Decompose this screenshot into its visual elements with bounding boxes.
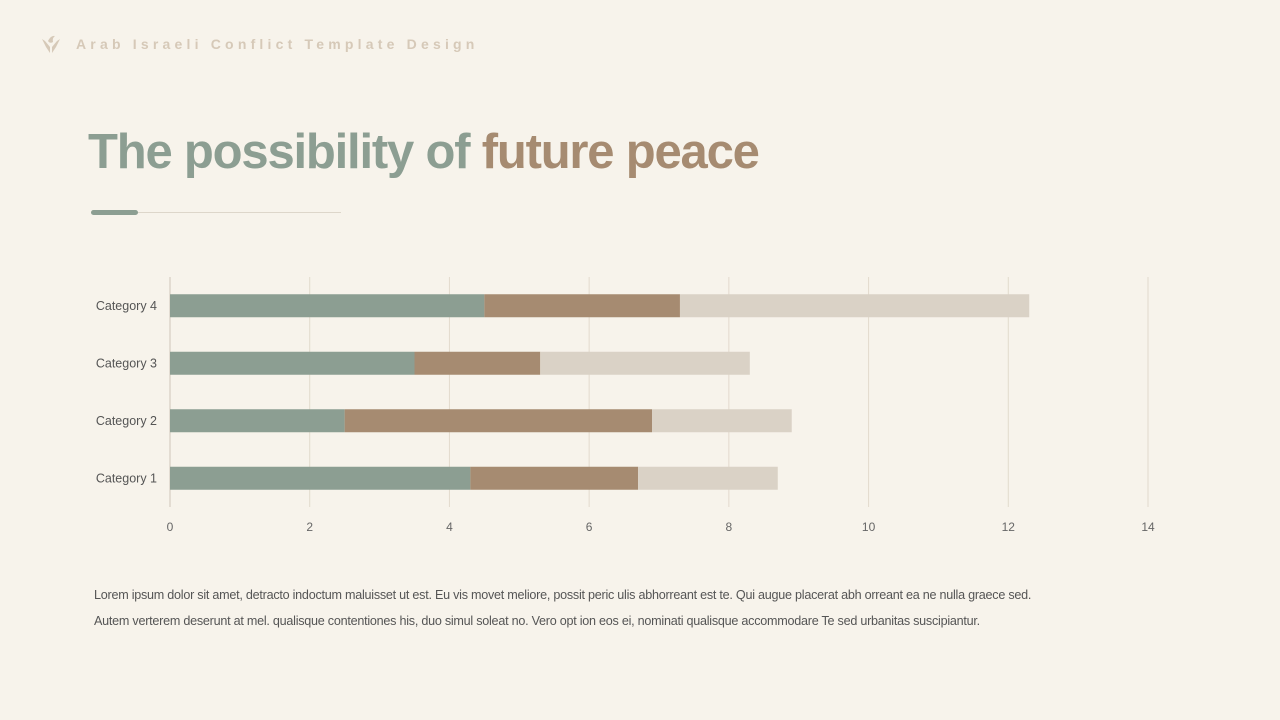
body-text-line-1: Lorem ipsum dolor sit amet, detracto ind…: [94, 588, 1032, 602]
title-divider: [91, 212, 341, 213]
bar-series-3-category-3: [540, 351, 750, 375]
title-part-2: future peace: [481, 125, 760, 179]
brand-title: Arab Israeli Conflict Template Design: [76, 36, 479, 52]
bar-series-2-category-3: [414, 351, 541, 375]
x-tick-label: 14: [1141, 520, 1155, 534]
x-tick-label: 12: [1002, 520, 1016, 534]
category-label: Category 4: [96, 299, 157, 313]
hands-dove-icon: [42, 35, 60, 53]
category-label: Category 3: [96, 356, 157, 370]
bar-series-2-category-4: [484, 294, 680, 318]
bar-series-1-category-3: [170, 351, 415, 375]
bar-series-1-category-1: [170, 466, 471, 490]
x-tick-label: 10: [862, 520, 876, 534]
bar-series-3-category-1: [638, 466, 778, 490]
title-divider-accent: [91, 210, 138, 215]
x-tick-label: 0: [167, 520, 174, 534]
category-label: Category 2: [96, 414, 157, 428]
brand-header: Arab Israeli Conflict Template Design: [40, 33, 479, 55]
x-tick-label: 4: [446, 520, 453, 534]
x-tick-label: 6: [586, 520, 593, 534]
title-part-1: The possibility of: [88, 125, 471, 179]
page-title: The possibility of future peace: [88, 124, 760, 180]
x-tick-label: 8: [726, 520, 733, 534]
category-label: Category 1: [96, 471, 157, 485]
bar-series-2-category-1: [470, 466, 639, 490]
bar-series-1-category-4: [170, 294, 485, 318]
bar-series-3-category-2: [652, 409, 792, 433]
body-text-line-2: Autem verterem deserunt at mel. qualisqu…: [94, 614, 980, 628]
x-tick-label: 2: [306, 520, 313, 534]
bar-series-2-category-2: [344, 409, 653, 433]
bar-series-1-category-2: [170, 409, 345, 433]
bar-series-3-category-4: [679, 294, 1030, 318]
